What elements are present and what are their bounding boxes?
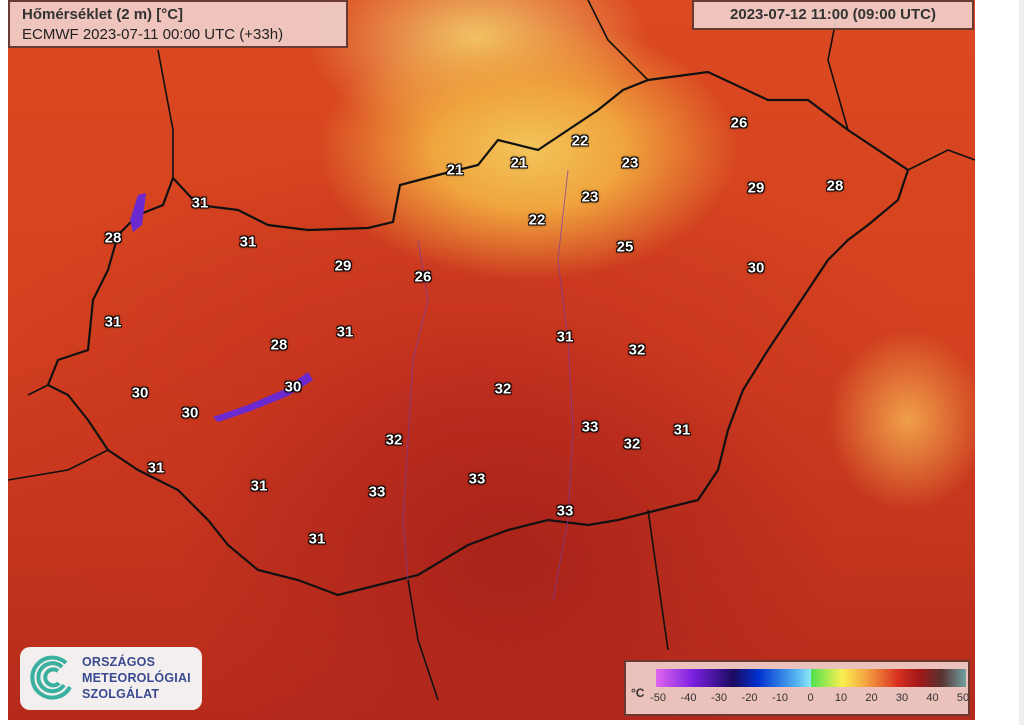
color-legend: °C -50 -40 -30 -20 -10 0 10 20 30 40 50 <box>624 660 970 716</box>
valid-time: 2023-07-12 11:00 (09:00 UTC) <box>692 0 974 30</box>
temperature-label: 32 <box>628 341 646 359</box>
temperature-label: 21 <box>446 161 464 179</box>
legend-tick: -20 <box>741 692 758 704</box>
map-borders <box>8 0 975 701</box>
legend-tick: -30 <box>711 692 727 704</box>
legend-tick: 20 <box>865 692 878 704</box>
temperature-label: 31 <box>336 323 354 341</box>
legend-tick: 0 <box>807 692 814 704</box>
temperature-label: 26 <box>730 114 748 132</box>
temperature-label: 23 <box>581 188 599 206</box>
side-strip <box>1019 0 1024 725</box>
legend-tick: 50 <box>956 692 970 704</box>
temperature-label: 32 <box>494 380 512 398</box>
temperature-label: 30 <box>131 384 149 402</box>
temperature-label: 22 <box>571 132 589 150</box>
logo-text-2: METEOROLÓGIAI <box>82 671 191 685</box>
legend-tick: 10 <box>834 692 848 704</box>
temperature-label: 30 <box>181 404 199 422</box>
temperature-label: 31 <box>191 194 209 212</box>
legend-tick: 30 <box>895 692 909 704</box>
temperature-label: 33 <box>468 470 486 488</box>
temperature-label: 29 <box>334 257 352 275</box>
legend-tick: -10 <box>772 692 788 704</box>
model-run: ECMWF 2023-07-11 00:00 UTC (+33h) <box>22 26 284 43</box>
legend-unit: °C <box>631 686 645 700</box>
title-panel: Hőmérséklet (2 m) [°C] ECMWF 2023-07-11 … <box>8 0 348 48</box>
temperature-label: 28 <box>826 177 844 195</box>
temperature-label: 31 <box>250 477 268 495</box>
temperature-label: 22 <box>528 211 546 229</box>
temperature-label: 33 <box>556 502 574 520</box>
temperature-label: 31 <box>673 421 691 439</box>
temperature-label: 32 <box>623 435 641 453</box>
temperature-label: 28 <box>270 336 288 354</box>
temperature-label: 23 <box>621 154 639 172</box>
temperature-label: 28 <box>104 229 122 247</box>
temperature-label: 25 <box>616 238 634 256</box>
temperature-label: 31 <box>556 328 574 346</box>
legend-tick: -40 <box>680 692 697 704</box>
temperature-label: 31 <box>308 530 326 548</box>
rivers <box>402 169 574 601</box>
country-borders <box>8 0 975 701</box>
hungary-border <box>46 70 910 597</box>
temperature-label: 29 <box>747 179 765 197</box>
map-title: Hőmérséklet (2 m) [°C] <box>22 6 184 23</box>
temperature-label: 21 <box>510 154 528 172</box>
lake-balaton <box>213 372 313 422</box>
temperature-label: 33 <box>368 483 386 501</box>
spiral-logo-icon <box>30 655 72 700</box>
logo-text-1: ORSZÁGOS <box>82 655 156 669</box>
logo-text-3: SZOLGÁLAT <box>82 687 160 701</box>
legend-tick: -50 <box>650 692 666 704</box>
temperature-map: 31 28 31 29 26 21 21 22 23 23 22 25 26 29 28 30 31 31 28 31… <box>8 0 975 720</box>
temperature-label: 26 <box>414 268 432 286</box>
color-bar <box>656 669 966 687</box>
temperature-label: 31 <box>104 313 122 331</box>
omsz-logo: ORSZÁGOS METEOROLÓGIAI SZOLGÁLAT <box>20 647 202 710</box>
temperature-label: 33 <box>581 418 599 436</box>
temperature-label: 31 <box>147 459 165 477</box>
temperature-label: 30 <box>284 378 302 396</box>
temperature-label: 30 <box>747 259 765 277</box>
temperature-label: 32 <box>385 431 403 449</box>
lake-neusiedl <box>130 193 146 232</box>
legend-tick: 40 <box>926 692 939 704</box>
temperature-label: 31 <box>239 233 257 251</box>
